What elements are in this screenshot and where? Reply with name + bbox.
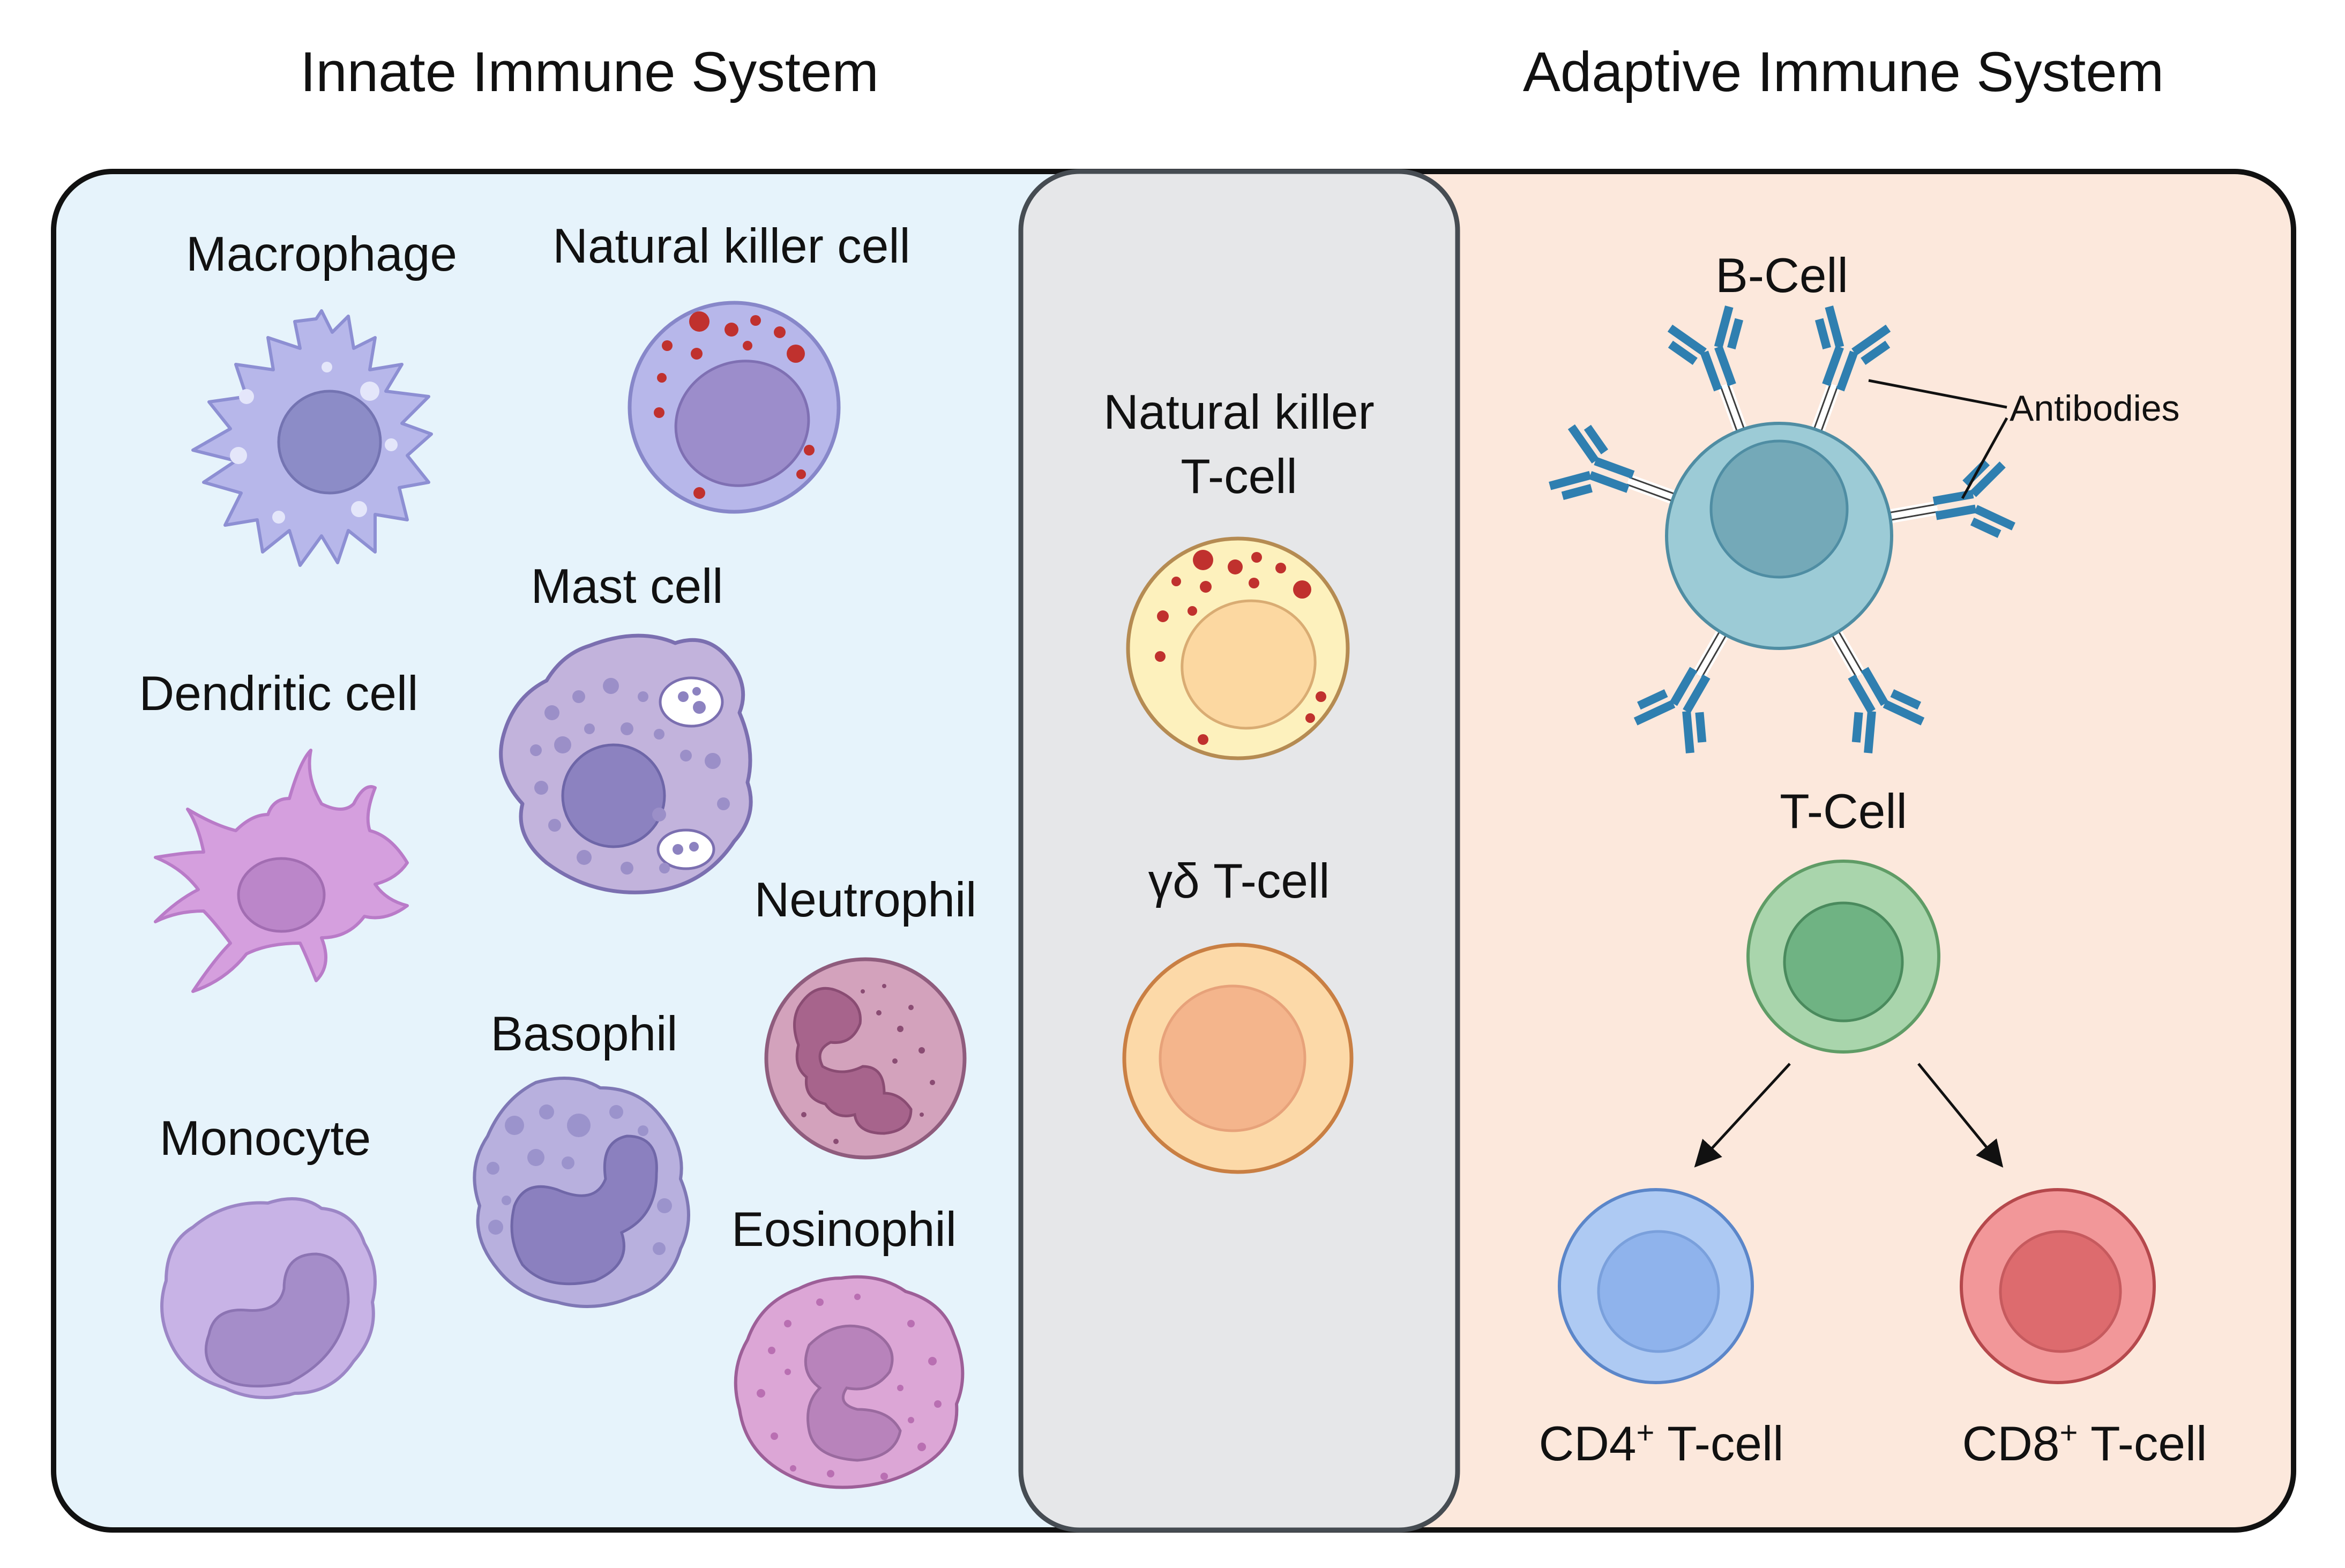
nk-cell-label: Natural killer cell [552, 219, 910, 273]
nkt-cell-label-line1: Natural killer [1103, 385, 1375, 439]
macrophage-label: Macrophage [186, 227, 457, 281]
bridge-panel [1018, 169, 1460, 1533]
gd-t-cell-label: γδ T-cell [1148, 854, 1330, 908]
nkt-cell-label-line2: T-cell [1181, 450, 1297, 504]
monocyte-cell-icon [160, 1197, 377, 1399]
nk-cell-icon [628, 301, 841, 514]
basophil-label: Basophil [490, 1007, 677, 1061]
cd8-t-cell-label: CD8+ T-cell [1962, 1415, 2207, 1471]
t-cell-icon [1746, 860, 1940, 1054]
neutrophil-label: Neutrophil [755, 873, 977, 927]
antibodies-callout-lines [1868, 379, 2008, 499]
adaptive-heading: Adaptive Immune System [1523, 41, 2164, 103]
eosinophil-cell-icon [734, 1275, 965, 1489]
nkt-cell-icon [1126, 536, 1350, 760]
innate-heading: Innate Immune System [300, 41, 879, 103]
b-cell-label: B-Cell [1715, 249, 1848, 303]
neutrophil-cell-icon [764, 957, 967, 1160]
cd4-t-cell-label: CD4+ T-cell [1539, 1415, 1784, 1471]
monocyte-label: Monocyte [160, 1111, 371, 1166]
cd4-t-cell-icon [1558, 1188, 1754, 1384]
eosinophil-label: Eosinophil [731, 1203, 957, 1257]
basophil-cell-icon [473, 1077, 690, 1308]
macrophage-cell-icon [191, 309, 433, 567]
b-cell-icon [1543, 300, 2019, 762]
dendritic-cell-icon [154, 749, 409, 993]
gd-t-cell-icon [1122, 943, 1354, 1174]
arrow-to-cd4 [1694, 1063, 1791, 1168]
antibodies-label: Antibodies [2010, 388, 2180, 429]
t-cell-label: T-Cell [1780, 785, 1907, 839]
mast-cell-icon [499, 633, 753, 894]
mast-cell-label: Mast cell [531, 559, 723, 614]
dendritic-cell-label: Dendritic cell [139, 667, 419, 721]
arrow-to-cd8 [1917, 1063, 2004, 1168]
cd8-t-cell-icon [1960, 1188, 2156, 1384]
